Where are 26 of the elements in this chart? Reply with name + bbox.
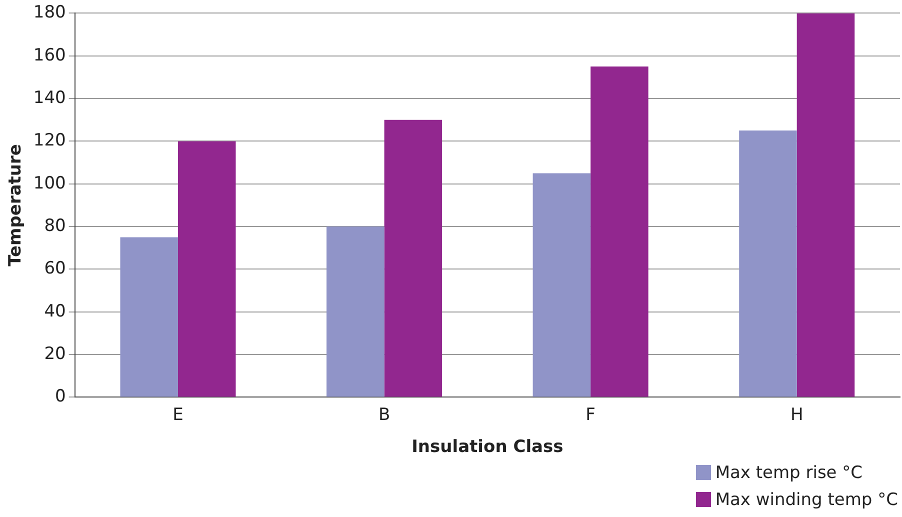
y-tick-label: 120 — [33, 130, 66, 151]
x-tick-label: H — [790, 404, 804, 425]
y-tick-label: 0 — [55, 386, 66, 407]
x-tick-label: F — [586, 404, 596, 425]
bar — [326, 226, 384, 397]
y-tick-label: 140 — [33, 88, 66, 108]
y-axis-title: Temperature — [6, 144, 26, 266]
y-tick-label: 100 — [33, 173, 66, 194]
bar — [178, 141, 236, 397]
bar — [384, 120, 442, 397]
bar — [532, 173, 591, 397]
bar — [796, 13, 855, 397]
y-tick-label: 20 — [44, 344, 66, 364]
legend-label: Max winding temp °C — [715, 490, 898, 510]
bar — [590, 66, 648, 397]
bar — [739, 130, 797, 397]
y-tick-label: 40 — [44, 301, 66, 322]
x-tick-label: E — [172, 404, 184, 425]
y-tick-label: 60 — [44, 258, 66, 279]
legend-label: Max temp rise °C — [715, 462, 863, 482]
x-tick-label: B — [378, 404, 390, 425]
y-tick-label: 80 — [44, 216, 66, 236]
x-axis-title: Insulation Class — [412, 437, 564, 458]
y-tick-label: 160 — [33, 45, 66, 66]
y-tick-label: 180 — [33, 2, 66, 23]
bar — [120, 237, 178, 397]
